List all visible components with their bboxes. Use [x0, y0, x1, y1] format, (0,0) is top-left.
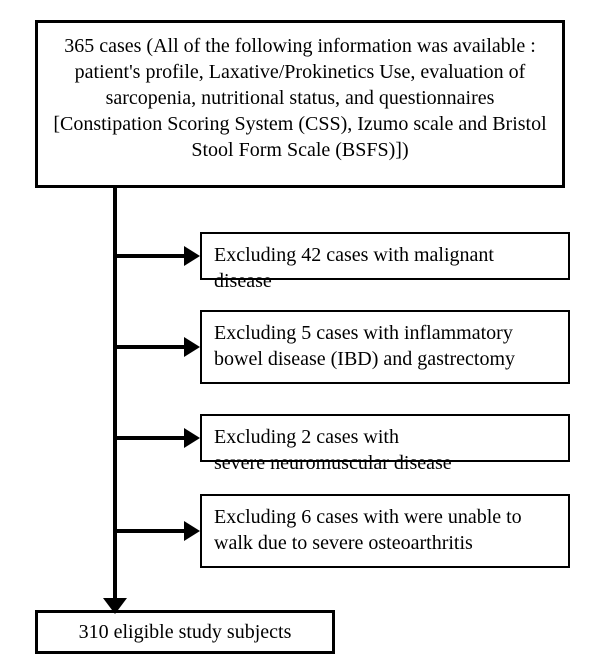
exclusion-box-4: Excluding 6 cases with were unable to wa…: [200, 494, 570, 568]
final-box-text: 310 eligible study subjects: [79, 621, 292, 644]
final-box: 310 eligible study subjects: [35, 610, 335, 654]
exclusion-text-4: Excluding 6 cases with were unable to wa…: [214, 506, 522, 554]
exclusion-box-1: Excluding 42 cases with malignant diseas…: [200, 232, 570, 280]
exclusion-text-1: Excluding 42 cases with malignant diseas…: [214, 244, 494, 292]
exclusion-box-2: Excluding 5 cases with inflammatory bowe…: [200, 310, 570, 384]
flowchart-canvas: 365 cases (All of the following informat…: [0, 0, 602, 665]
exclusion-text-3: Excluding 2 cases with severe neuromuscu…: [214, 426, 452, 474]
start-box: 365 cases (All of the following informat…: [35, 20, 565, 188]
exclusion-box-3: Excluding 2 cases with severe neuromuscu…: [200, 414, 570, 462]
start-box-text: 365 cases (All of the following informat…: [53, 35, 546, 161]
exclusion-text-2: Excluding 5 cases with inflammatory bowe…: [214, 322, 515, 370]
